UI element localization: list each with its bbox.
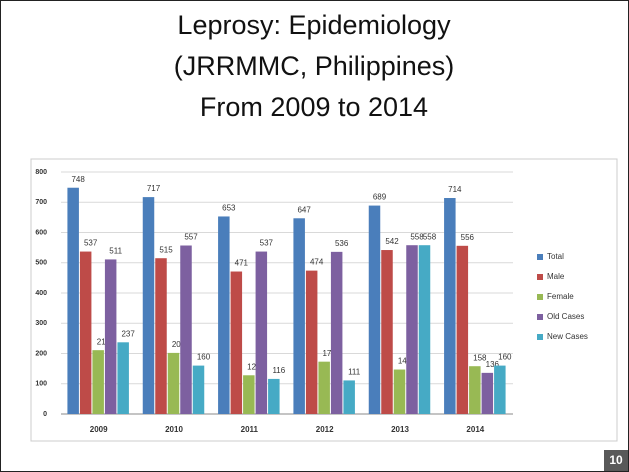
title-line: Leprosy: Epidemiology (177, 10, 451, 40)
bar (79, 251, 92, 414)
bar (268, 378, 280, 414)
bar (456, 245, 469, 414)
y-tick-label: 200 (35, 350, 47, 357)
value-label: 536 (335, 239, 349, 248)
value-label: 237 (121, 329, 135, 338)
value-label: 558 (423, 232, 437, 241)
bar (218, 216, 230, 414)
value-label: 202 (172, 340, 186, 349)
value-label: 556 (461, 233, 475, 242)
bar (117, 342, 129, 414)
y-tick-label: 800 (35, 169, 47, 176)
y-tick-label: 700 (35, 199, 47, 206)
value-label: 542 (385, 237, 399, 246)
x-tick-label: 2009 (90, 425, 108, 434)
value-label: 511 (109, 247, 122, 256)
page-number-box (604, 450, 628, 471)
value-label: 653 (222, 204, 236, 213)
legend-swatch (537, 294, 543, 300)
value-label: 160 (498, 353, 512, 362)
value-label: 515 (159, 245, 173, 254)
value-label: 173 (322, 349, 336, 358)
value-label: 647 (297, 205, 311, 214)
x-tick-label: 2013 (391, 425, 409, 434)
value-label: 557 (184, 233, 198, 242)
bar (418, 245, 431, 414)
legend-swatch (537, 274, 543, 280)
value-label: 714 (448, 185, 462, 194)
chart-frame (30, 158, 618, 442)
bar (67, 187, 79, 414)
bar (92, 350, 104, 414)
y-tick-label: 400 (35, 290, 47, 297)
value-label: 537 (260, 239, 274, 248)
bar (343, 380, 355, 414)
value-label: 474 (310, 258, 324, 267)
legend-label: Female (547, 292, 574, 301)
x-tick-label: 2014 (466, 425, 484, 434)
bar (142, 197, 155, 414)
y-tick-label: 100 (35, 381, 47, 388)
legend-label: Old Cases (547, 312, 584, 321)
title-line: From 2009 to 2014 (200, 92, 428, 122)
value-label: 748 (71, 175, 85, 184)
bar (330, 251, 343, 414)
value-label: 160 (197, 353, 211, 362)
bar (393, 369, 406, 414)
bar (444, 198, 456, 414)
bar (243, 375, 255, 414)
value-label: 128 (247, 362, 261, 371)
value-label: 717 (147, 184, 161, 193)
bar (155, 258, 167, 414)
value-label: 558 (410, 232, 424, 241)
value-label: 471 (235, 259, 249, 268)
bar (381, 250, 393, 414)
x-tick-label: 2012 (316, 425, 334, 434)
y-tick-label: 0 (43, 411, 47, 418)
bar (180, 245, 192, 414)
value-label: 147 (398, 357, 412, 366)
bar (255, 251, 268, 414)
legend-label: Male (547, 272, 565, 281)
value-label: 689 (373, 193, 387, 202)
y-tick-label: 300 (35, 320, 47, 327)
value-label: 211 (97, 337, 110, 346)
bar (481, 372, 494, 414)
bar (192, 365, 205, 414)
bar (305, 270, 318, 414)
x-tick-label: 2011 (241, 425, 259, 434)
legend-label: Total (547, 252, 564, 261)
y-tick-label: 500 (35, 260, 47, 267)
title-line: (JRRMMC, Philippines) (174, 51, 455, 81)
bar (494, 365, 506, 414)
value-label: 136 (486, 360, 500, 369)
bar (368, 205, 381, 414)
bar (167, 352, 180, 414)
x-tick-label: 2010 (165, 425, 183, 434)
bar (293, 218, 305, 414)
y-tick-label: 600 (35, 229, 47, 236)
bar (104, 259, 117, 414)
value-label: 111 (348, 368, 361, 377)
bar (318, 361, 330, 414)
value-label: 537 (84, 239, 98, 248)
bar (406, 245, 418, 414)
legend-swatch (537, 334, 543, 340)
page-number: 10 (609, 453, 623, 467)
legend-swatch (537, 314, 543, 320)
bar (230, 271, 243, 414)
value-label: 116 (272, 366, 285, 375)
legend-label: New Cases (547, 332, 588, 341)
value-label: 158 (473, 353, 487, 362)
bar (469, 366, 481, 414)
legend-swatch (537, 254, 543, 260)
